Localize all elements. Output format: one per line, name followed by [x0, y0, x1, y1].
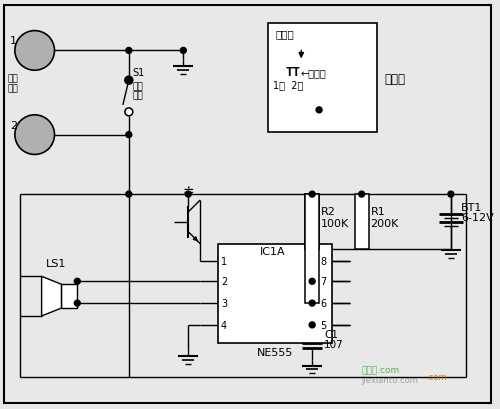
Bar [62, 285, 78, 308]
Text: BT1: BT1 [461, 202, 482, 212]
Circle shape [74, 300, 80, 306]
Text: 1: 1 [10, 36, 17, 46]
Text: 静触片: 静触片 [276, 29, 294, 39]
Bar [305, 195, 319, 249]
Text: 5: 5 [320, 320, 326, 330]
Polygon shape [42, 276, 62, 316]
Circle shape [15, 31, 54, 71]
Text: 6: 6 [320, 298, 326, 308]
Text: 控制: 控制 [133, 82, 143, 91]
Text: ←动触片: ←动触片 [300, 68, 326, 78]
Text: 触点: 触点 [8, 84, 18, 93]
Text: 2: 2 [10, 120, 17, 130]
Bar [305, 195, 319, 303]
Bar [268, 24, 376, 133]
Text: 接线图.com: 接线图.com [362, 366, 400, 375]
Circle shape [358, 192, 364, 198]
Circle shape [74, 279, 80, 285]
Text: 200K: 200K [370, 218, 399, 228]
Circle shape [186, 192, 191, 198]
Circle shape [448, 192, 454, 198]
Text: NE555: NE555 [257, 347, 293, 357]
Text: 3: 3 [221, 298, 227, 308]
Circle shape [309, 279, 315, 285]
Text: ≐: ≐ [182, 184, 194, 198]
Circle shape [15, 115, 54, 155]
Text: IC1A: IC1A [260, 246, 285, 256]
Text: 1: 1 [221, 257, 227, 267]
Circle shape [126, 133, 132, 138]
Circle shape [125, 77, 133, 85]
Circle shape [316, 108, 322, 114]
Text: R2: R2 [321, 207, 336, 216]
Text: .com: .com [426, 373, 446, 382]
Bar [354, 195, 368, 249]
Text: 100K: 100K [321, 218, 350, 228]
Text: LS1: LS1 [46, 259, 66, 269]
Text: 2: 2 [221, 276, 227, 287]
Circle shape [126, 192, 132, 198]
Text: 振动: 振动 [8, 74, 18, 83]
Circle shape [125, 109, 133, 117]
Bar [218, 244, 332, 343]
Circle shape [309, 300, 315, 306]
Text: 6-12V: 6-12V [461, 212, 494, 222]
Text: TT: TT [286, 66, 300, 79]
Text: 开关: 开关 [133, 91, 143, 100]
Text: 示意图: 示意图 [384, 73, 406, 86]
Text: 107: 107 [324, 339, 344, 349]
Text: jiexiantu.com: jiexiantu.com [362, 375, 418, 384]
Circle shape [180, 48, 186, 54]
Text: 7: 7 [320, 276, 326, 287]
Circle shape [126, 48, 132, 54]
Text: 8: 8 [320, 257, 326, 267]
Text: C1: C1 [324, 329, 338, 339]
Text: 1点  2点: 1点 2点 [274, 80, 304, 90]
Text: S1: S1 [133, 68, 145, 78]
Circle shape [309, 322, 315, 328]
Text: R1: R1 [370, 207, 386, 216]
Text: 4: 4 [221, 320, 227, 330]
Circle shape [309, 192, 315, 198]
